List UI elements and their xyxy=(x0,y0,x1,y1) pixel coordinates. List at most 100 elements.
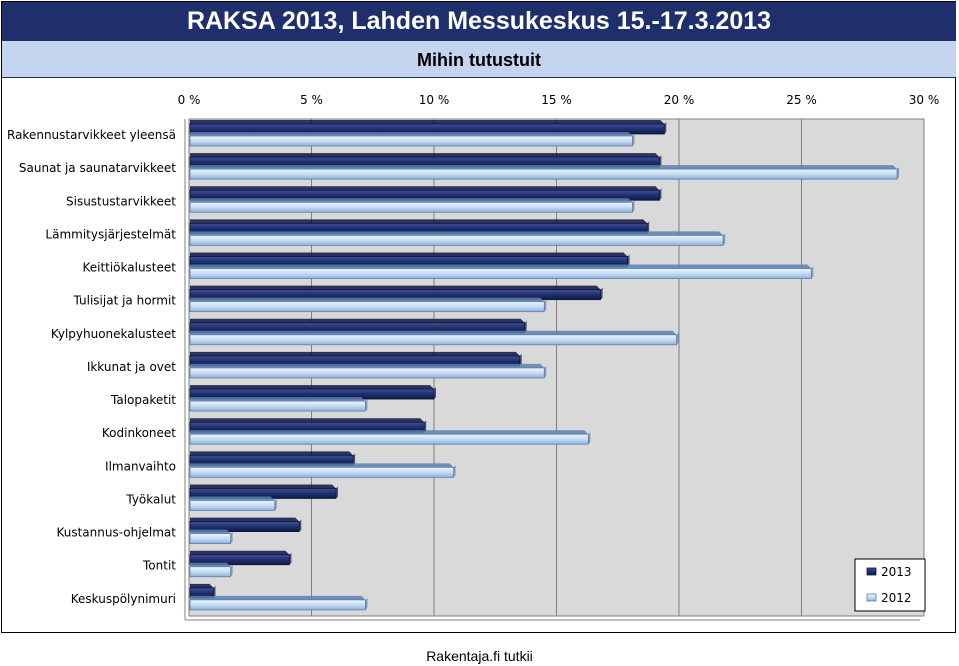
category-label: Lämmitysjärjestelmät xyxy=(45,227,176,241)
category-label: Tontit xyxy=(142,559,176,573)
bar-chart: 0 % 5 % 10 % 15 % 20 % 25 % 30 % Rakennustarvik… xyxy=(7,93,940,621)
x-tick-label: 30 % xyxy=(909,93,940,107)
bar-2012-end xyxy=(274,498,277,511)
bar-2013-top xyxy=(190,484,336,489)
category-label: Sisustustarvikkeet xyxy=(66,194,176,208)
bar-2013-top xyxy=(190,318,525,323)
category-label: Ilmanvaihto xyxy=(105,459,176,473)
bar-2012-end xyxy=(897,167,900,180)
category-label: Keskuspölynimuri xyxy=(71,592,176,606)
bar-2012-top xyxy=(190,132,633,136)
bar-2013-top xyxy=(190,517,300,522)
bar-2012-top xyxy=(190,430,589,435)
source-footer: Rakentaja.fi tutkii xyxy=(426,648,533,664)
bar-2012 xyxy=(189,201,633,213)
bar-2013-end xyxy=(336,486,338,499)
bar-2012 xyxy=(189,400,366,412)
bar-2012 xyxy=(189,334,677,346)
bar-2012-top xyxy=(190,264,812,269)
bar-2012-top xyxy=(190,231,724,236)
bar-2012-top xyxy=(190,397,366,402)
legend-swatch-2012 xyxy=(866,593,877,602)
bar-2012-top xyxy=(190,529,231,534)
bar-2013-top xyxy=(190,550,290,555)
category-label: Rakennustarvikkeet yleensä xyxy=(7,128,176,142)
page-title: RAKSA 2013, Lahden Messukeskus 15.-17.3.… xyxy=(2,2,956,40)
category-label: Keittiökalusteet xyxy=(82,261,176,275)
bar-2012-top xyxy=(190,595,366,600)
bar-2012 xyxy=(189,566,232,578)
bar-2013-end xyxy=(434,387,436,400)
bar-2012-end xyxy=(453,465,456,478)
x-tick-label: 5 % xyxy=(300,93,323,107)
bar-2012 xyxy=(189,500,276,511)
bar-2013-top xyxy=(190,186,660,191)
bar-2012-end xyxy=(544,365,547,378)
bar-2013-top xyxy=(190,583,214,588)
bar-2013-end xyxy=(424,420,427,433)
bar-2013-top xyxy=(190,120,665,124)
bar-2013-end xyxy=(524,320,527,333)
bar-2012-end xyxy=(811,266,814,279)
bar-2013-end xyxy=(647,221,650,234)
bar-2013-end xyxy=(213,585,216,598)
bar-2013-top xyxy=(190,252,628,257)
bar-2013-top xyxy=(190,285,601,290)
bar-2013-top xyxy=(190,153,660,158)
bar-2012-end xyxy=(723,233,726,246)
bar-2013-end xyxy=(664,122,667,134)
bar-2013-top xyxy=(190,385,434,390)
legend-label-2013: 2013 xyxy=(881,565,912,579)
category-label: Talopaketit xyxy=(110,393,176,407)
bar-2012 xyxy=(189,234,724,246)
bar-2013-top xyxy=(190,219,648,224)
bar-2013-end xyxy=(289,552,292,565)
bar-2012 xyxy=(189,301,545,313)
bar-2012-end xyxy=(230,531,233,544)
bar-2012-top xyxy=(190,297,545,302)
legend-swatch-2013 xyxy=(866,567,877,576)
category-label: Saunat ja saunatarvikkeet xyxy=(19,161,176,175)
chart-frame xyxy=(1,1,956,633)
legend-label-2012: 2012 xyxy=(881,591,912,605)
x-tick-label: 15 % xyxy=(541,93,572,107)
category-label: Kylpyhuonekalusteet xyxy=(51,327,176,341)
x-tick-label: 0 % xyxy=(178,93,201,107)
bar-2012 xyxy=(189,168,898,180)
bar-2012-end xyxy=(632,200,635,213)
bar-2012-top xyxy=(190,562,231,567)
bar-2012-top xyxy=(190,330,677,335)
x-tick-label: 20 % xyxy=(664,93,695,107)
category-label: Kustannus-ohjelmat xyxy=(56,526,176,540)
bar-2013-end xyxy=(659,188,662,201)
bar-2013-end xyxy=(659,155,662,168)
bar-2012-top xyxy=(190,165,898,170)
bar-2012-end xyxy=(632,134,635,146)
bar-2012 xyxy=(189,367,545,379)
bar-2012-end xyxy=(588,432,591,445)
bar-2013-top xyxy=(190,451,354,456)
bar-2012-end xyxy=(365,399,368,412)
bar-2012-top xyxy=(190,198,633,203)
bar-2012 xyxy=(189,135,633,147)
bar-2012-end xyxy=(544,299,547,312)
bar-2013-top xyxy=(190,351,520,356)
bar-2012-end xyxy=(676,332,679,345)
bar-2012 xyxy=(189,433,589,445)
x-tick-label: 10 % xyxy=(419,93,450,107)
x-tick-label: 25 % xyxy=(786,93,817,107)
category-label: Ikkunat ja ovet xyxy=(87,360,176,374)
bar-2012 xyxy=(189,268,812,279)
bar-2012-top xyxy=(190,496,275,501)
bar-2013-end xyxy=(519,353,522,366)
category-label: Työkalut xyxy=(125,492,176,506)
category-label: Tulisijat ja hormit xyxy=(73,294,177,308)
bar-2012-end xyxy=(365,597,368,610)
chart-title: Mihin tutustuit xyxy=(2,40,956,78)
bar-2012 xyxy=(189,599,366,611)
category-label: Kodinkoneet xyxy=(102,426,176,440)
bar-2012-end xyxy=(230,564,233,577)
bar-2013-end xyxy=(627,254,630,267)
bar-2013-end xyxy=(600,287,603,300)
bar-2012-top xyxy=(190,463,454,468)
